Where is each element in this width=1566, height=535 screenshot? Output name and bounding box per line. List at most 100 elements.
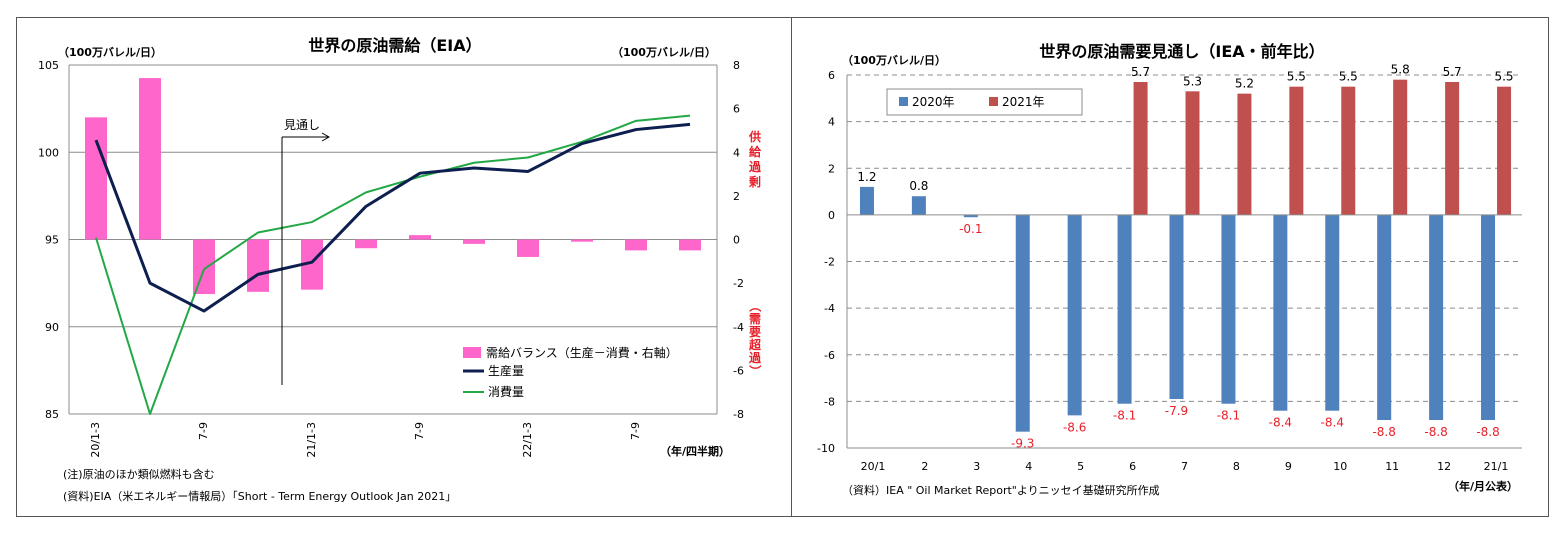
bar-2020 <box>1221 214 1236 404</box>
data-label-2021: 5.5 <box>1494 70 1513 84</box>
y-tick-label-left: 100 <box>38 146 59 159</box>
y-tick-label: 6 <box>828 69 835 82</box>
panel-divider <box>791 17 792 517</box>
data-label-2020: -8.4 <box>1321 416 1344 430</box>
chart2-title: 世界の原油需要見通し（IEA・前年比） <box>1039 42 1324 61</box>
iea-demand-outlook-chart: 世界の原油需要見通し（IEA・前年比） （100万バレル/日） （年/月公表） … <box>817 42 1522 497</box>
data-label-2020: -8.8 <box>1476 425 1499 439</box>
y-tick-label-left: 90 <box>45 321 59 334</box>
y-tick-label: -8 <box>824 395 835 408</box>
balance-bar <box>679 239 701 251</box>
y-tick-label-right: -4 <box>733 321 744 334</box>
data-label-2020: -8.8 <box>1424 425 1447 439</box>
bar-2020 <box>1067 214 1082 416</box>
x-tick-label: 21/1 <box>1484 460 1509 473</box>
consumption-line <box>95 114 691 415</box>
balance-bar <box>355 239 377 249</box>
deficit-label-char: ） <box>748 365 763 377</box>
legend-label-2021: 2021年 <box>1002 95 1045 109</box>
chart1-x-label: （年/四半期） <box>660 444 730 458</box>
surplus-label-char: 過 <box>748 159 762 174</box>
x-tick-label: 9 <box>1285 460 1292 473</box>
y-tick-label: 4 <box>828 116 835 129</box>
data-label-2020: -8.8 <box>1372 425 1395 439</box>
x-tick-label: 7-9 <box>197 422 210 440</box>
x-tick-label: 12 <box>1437 460 1451 473</box>
y-tick-label-right: -8 <box>733 408 744 421</box>
legend-label-balance: 需給バランス（生産－消費・右軸） <box>486 345 678 360</box>
surplus-label-char: 供 <box>748 129 761 144</box>
chart2-x-label: （年/月公表） <box>1448 479 1518 493</box>
bar-2020 <box>963 214 978 218</box>
y-tick-label-right: -6 <box>733 364 744 377</box>
data-label-2020: -8.1 <box>1217 409 1240 423</box>
x-tick-label: 8 <box>1233 460 1240 473</box>
chart1-right-unit: （100万バレル/日） <box>612 46 716 59</box>
balance-bar <box>409 235 431 240</box>
bar-2021 <box>1237 93 1252 215</box>
legend-swatch-2021 <box>989 97 998 106</box>
data-label-2020: 1.2 <box>857 170 876 184</box>
bar-2020 <box>1117 214 1132 404</box>
data-label-2020: -8.6 <box>1063 420 1086 434</box>
data-label-2020: 0.8 <box>909 179 928 193</box>
x-tick-label: 20/1-3 <box>89 422 102 458</box>
x-tick-label: 6 <box>1129 460 1136 473</box>
balance-bar <box>193 239 215 295</box>
y-tick-label-left: 95 <box>45 234 59 247</box>
data-label-2021: 5.3 <box>1183 74 1202 88</box>
bar-2020 <box>911 196 926 215</box>
x-tick-label: 5 <box>1077 460 1084 473</box>
production-line <box>94 122 691 313</box>
chart2-y-unit: （100万バレル/日） <box>842 54 946 67</box>
y-tick-label-right: -2 <box>733 277 744 290</box>
y-tick-label-right: 0 <box>733 234 740 247</box>
x-tick-label: 10 <box>1333 460 1347 473</box>
balance-bar <box>301 239 323 290</box>
y-tick-label-right: 6 <box>733 103 740 116</box>
deficit-label-char: 過 <box>748 350 762 365</box>
data-label-2020: -0.1 <box>959 222 982 236</box>
balance-bar <box>625 239 647 251</box>
bar-2020 <box>1377 214 1392 421</box>
data-label-2020: -9.3 <box>1011 437 1034 451</box>
legend-label-production: 生産量 <box>488 363 524 378</box>
balance-bar <box>517 239 539 257</box>
balance-bar <box>85 117 107 240</box>
y-tick-label: 0 <box>828 209 835 222</box>
y-tick-label-right: 8 <box>733 59 740 72</box>
data-label-2021: 5.2 <box>1235 77 1254 91</box>
balance-bar <box>463 239 485 244</box>
bar-2021 <box>1289 86 1304 215</box>
y-tick-label: 2 <box>828 162 835 175</box>
chart1-left-unit: （100万バレル/日） <box>58 46 162 59</box>
data-label-2020: -8.1 <box>1113 409 1136 423</box>
chart1-note-1: (注)原油のほか類似燃料も含む <box>63 467 215 481</box>
legend-box <box>886 88 1083 116</box>
data-label-2021: 5.5 <box>1287 70 1306 84</box>
bar-2021 <box>1445 81 1460 215</box>
balance-bar <box>247 239 269 292</box>
forecast-arrowhead <box>321 132 331 142</box>
bar-2020 <box>1429 214 1444 421</box>
balance-bar <box>571 239 593 242</box>
bar-2021 <box>1185 91 1200 215</box>
surplus-label-char: 剰 <box>748 174 761 189</box>
legend-label-2020: 2020年 <box>912 95 955 109</box>
data-label-2020: -7.9 <box>1165 404 1188 418</box>
legend-swatch-balance <box>463 347 481 358</box>
data-label-2020: -8.4 <box>1269 416 1292 430</box>
chart1-note-2: (資料)EIA（米エネルギー情報局）「Short - Term Energy O… <box>63 489 456 503</box>
x-tick-label: 4 <box>1025 460 1032 473</box>
x-tick-label: 11 <box>1385 460 1399 473</box>
chart2-source: （資料）IEA " Oil Market Report"よりニッセイ基礎研究所作… <box>842 483 1160 497</box>
legend-swatch-2020 <box>899 97 908 106</box>
bar-2020 <box>1481 214 1496 421</box>
figure-frame <box>16 17 1549 517</box>
x-tick-label: 2 <box>921 460 928 473</box>
y-tick-label-left: 85 <box>45 408 59 421</box>
y-tick-label-left: 105 <box>38 59 59 72</box>
bar-2020 <box>1325 214 1340 411</box>
y-tick-label: -2 <box>824 256 835 269</box>
data-label-2021: 5.7 <box>1131 65 1150 79</box>
